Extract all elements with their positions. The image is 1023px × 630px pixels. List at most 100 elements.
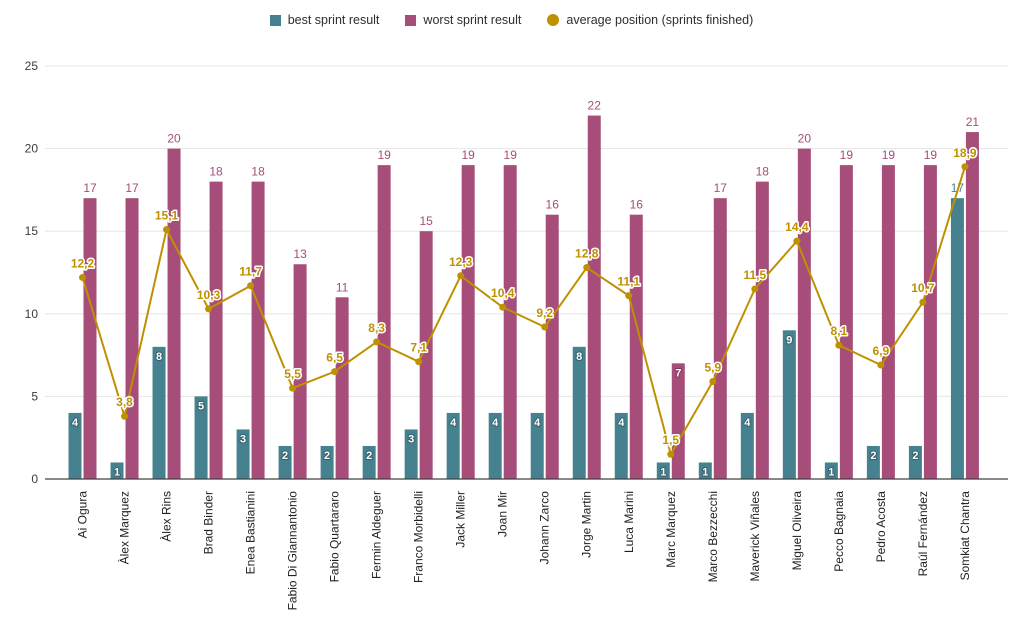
x-axis-label: Miguel Oliveira [790,491,804,571]
bar-value-label-best: 2 [912,450,918,462]
average-position-point [163,226,171,234]
bar-worst-sprint-result [755,181,769,479]
average-position-point [415,358,423,366]
average-value-label: 10,3 [197,288,221,302]
bar-best-sprint-result [824,462,838,479]
bar-value-label-best: 4 [72,417,79,429]
bar-value-label-worst: 7 [675,367,681,379]
bar-worst-sprint-result [965,132,979,479]
average-value-label: 12,2 [71,256,95,270]
legend-item-best: best sprint result [269,13,380,27]
average-position-point [541,323,549,331]
average-position-point [877,361,885,369]
bar-value-label-worst: 19 [462,148,476,162]
bar-best-sprint-result [614,412,628,479]
x-axis-label: Marco Bezzecchi [706,491,720,582]
average-value-label: 15,1 [155,209,179,223]
average-value-label: 8,1 [831,324,848,338]
bar-value-label-worst: 15 [419,214,433,228]
x-axis-label: Joan Mir [496,491,510,537]
bar-best-sprint-result [194,396,208,479]
bar-value-label-worst: 16 [630,198,644,212]
bar-worst-sprint-result [797,148,811,479]
bar-best-sprint-result [278,445,292,479]
average-position-point [835,341,843,349]
x-axis-label: Fabio Quartararo [328,491,342,583]
bar-worst-sprint-result [629,214,643,479]
average-position-point [289,384,297,392]
bar-value-label-best: 3 [240,433,246,445]
bar-value-label-best: 8 [156,351,162,363]
average-position-point [919,298,927,306]
average-value-label: 11,7 [239,265,262,279]
bar-value-label-best: 1 [702,466,708,478]
y-axis-tick-label: 5 [31,389,38,403]
bar-worst-sprint-result [587,115,601,479]
bar-best-sprint-result [698,462,712,479]
bar-worst-sprint-result [839,165,853,479]
average-value-label: 9,2 [536,306,553,320]
bar-value-label-worst: 16 [546,198,560,212]
average-value-label: 11,1 [617,275,640,289]
bar-best-sprint-result [68,412,82,479]
bar-worst-sprint-result [83,198,97,479]
bar-value-label-worst: 13 [293,247,307,261]
average-position-point [121,412,129,420]
bar-worst-sprint-result [923,165,937,479]
bar-value-label-worst: 20 [798,132,812,146]
average-value-label: 12,3 [449,255,473,269]
average-value-label: 14,4 [785,220,809,234]
legend-swatch-worst-icon [405,14,417,26]
x-axis-label: Franco Morbidelli [412,491,426,583]
average-position-point [205,305,213,313]
bar-value-label-worst: 18 [209,165,223,179]
average-position-point [331,368,339,376]
x-axis-label: Àlex Rins [159,491,174,542]
bar-value-label-best: 1 [660,466,666,478]
y-axis-tick-label: 20 [25,142,39,156]
x-axis-label: Àlex Marquez [117,491,132,564]
x-axis-label: Jorge Martin [580,491,594,558]
bar-worst-sprint-result [713,198,727,479]
bar-value-label-worst: 20 [167,132,181,146]
bar-value-label-worst: 17 [714,181,728,195]
bar-best-sprint-result [236,429,250,479]
x-axis-label: Raúl Fernández [916,491,930,576]
bar-best-sprint-result [404,429,418,479]
bar-value-label-best: 4 [534,417,541,429]
bar-value-label-best: 5 [198,400,204,412]
x-axis-label: Enea Bastianini [244,491,258,574]
bar-value-label-best: 3 [408,433,414,445]
average-value-label: 5,5 [284,367,301,381]
bar-worst-sprint-result [209,181,223,479]
bar-best-sprint-result [908,445,922,479]
bar-worst-sprint-result [503,165,517,479]
bar-value-label-best: 1 [114,466,120,478]
x-axis-label: Luca Marini [622,491,636,553]
y-axis-tick-label: 0 [31,472,38,486]
x-axis-label: Brad Binder [202,491,216,554]
bar-value-label-worst: 19 [840,148,854,162]
bar-best-sprint-result [320,445,334,479]
bar-worst-sprint-result [881,165,895,479]
bar-best-sprint-result [110,462,124,479]
bar-value-label-worst: 19 [377,148,391,162]
average-position-point [625,292,633,300]
bar-value-label-worst: 18 [251,165,265,179]
average-position-point [457,272,465,280]
bar-worst-sprint-result [461,165,475,479]
average-position-point [667,450,675,458]
bar-value-label-best: 1 [828,466,834,478]
average-value-label: 10,7 [911,281,935,295]
average-value-label: 5,9 [704,361,721,375]
legend-item-average: average position (sprints finished) [547,13,753,27]
legend-label-best: best sprint result [287,13,380,27]
average-position-line [81,166,966,456]
chart-legend: best sprint result worst sprint result a… [0,13,1023,27]
y-axis-tick-label: 15 [25,224,39,238]
bar-value-label-best: 4 [744,417,751,429]
bar-value-label-best: 4 [492,417,499,429]
bar-worst-sprint-result [335,297,349,479]
y-axis-tick-label: 25 [25,59,39,73]
